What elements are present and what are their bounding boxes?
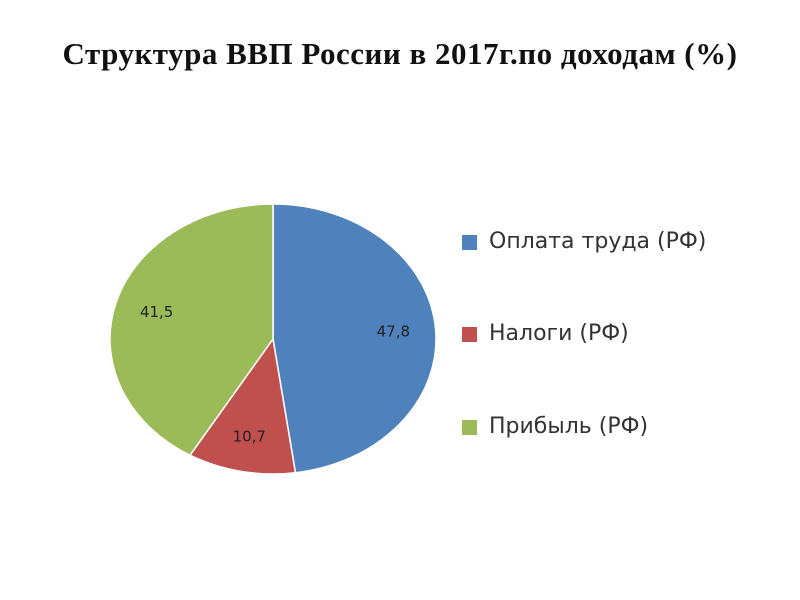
data-label: 41,5 — [140, 303, 173, 321]
legend-swatch — [462, 420, 477, 435]
pie-slice — [188, 337, 297, 475]
legend-swatch — [462, 235, 477, 250]
chart-title: Структура ВВП России в 2017г.по доходам … — [62, 36, 738, 71]
legend-swatch — [462, 327, 477, 342]
legend-label: Оплата труда (РФ) — [489, 229, 707, 254]
data-label: 47,8 — [377, 323, 410, 341]
legend-item: Прибыль (РФ) — [462, 409, 722, 445]
data-label: 10,7 — [233, 427, 266, 445]
legend-label: Прибыль (РФ) — [489, 414, 649, 439]
legend-item: Оплата труда (РФ) — [462, 224, 722, 260]
legend-item: Налоги (РФ) — [462, 316, 722, 352]
pie-slice — [272, 203, 437, 474]
legend-label: Налоги (РФ) — [489, 321, 629, 346]
pie-slice — [109, 203, 274, 457]
